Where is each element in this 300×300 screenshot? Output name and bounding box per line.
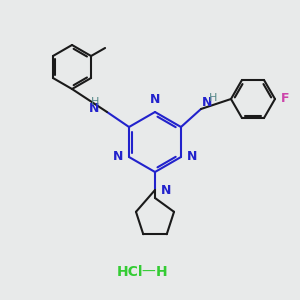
Text: N: N [112, 151, 123, 164]
Text: H: H [91, 97, 99, 107]
Text: F: F [281, 92, 290, 106]
Text: N: N [88, 103, 99, 116]
Text: N: N [187, 151, 197, 164]
Text: H: H [209, 93, 218, 103]
Text: HCl: HCl [117, 265, 143, 279]
Text: H: H [156, 265, 168, 279]
Text: N: N [150, 93, 160, 106]
Text: N: N [161, 184, 171, 196]
Text: —: — [141, 265, 155, 279]
Text: N: N [202, 97, 212, 110]
